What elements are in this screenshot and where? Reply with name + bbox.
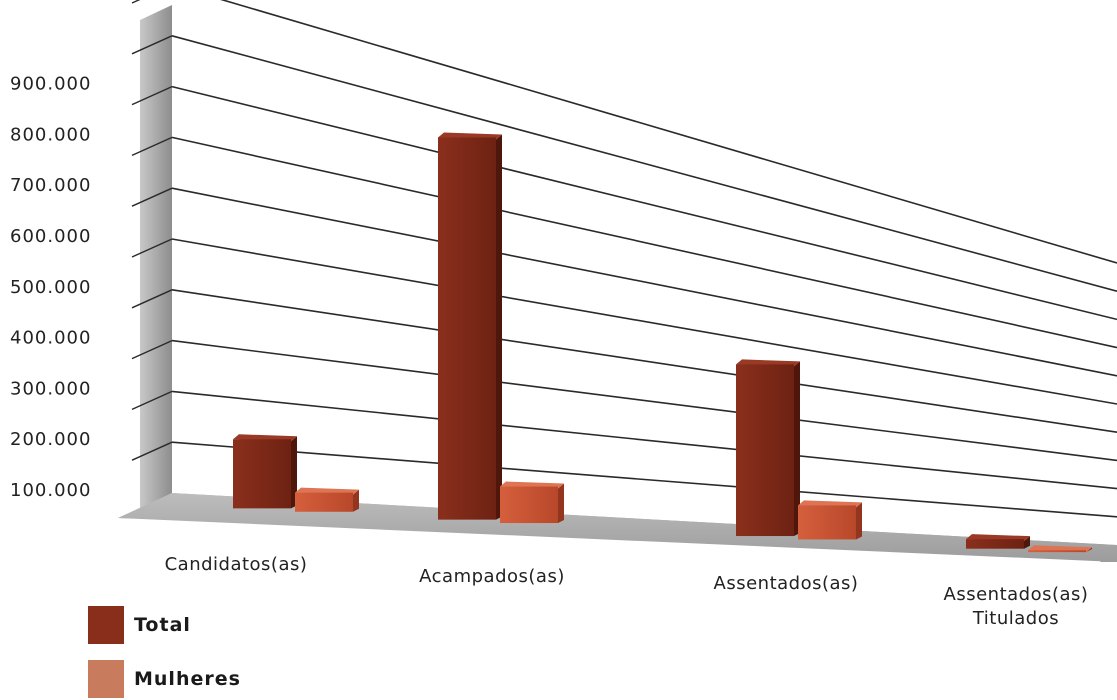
wall-gridline [131,339,173,360]
gridline [171,339,1117,462]
wall-gridline [131,136,173,157]
bar-mulheres-side [558,483,564,524]
bar-total-side [794,361,800,537]
x-category-label: Candidatos(as) [165,554,308,575]
gridlines [131,0,1117,518]
x-category-label: Assentados(as) Titulados [944,584,1089,629]
gridline [171,136,1117,349]
bar-mulheres [500,481,564,524]
wall-gridline [131,85,173,106]
y-tick-label: 900.000 [10,74,91,95]
wall-gridline [131,35,173,55]
bar-mulheres-front [500,486,558,524]
wall-gridline [131,187,173,207]
bar-total-side [1024,536,1030,549]
bar-total [736,359,800,537]
y-tick-label: 800.000 [10,124,91,145]
wall-gridline [131,441,173,461]
legend-item-total: Total [88,606,288,646]
bar-total-front [736,364,794,537]
x-category-labels: Candidatos(as) Acampados(as) Assentados(as… [165,554,1089,629]
gridline [171,238,1117,405]
wall-gridline [131,289,173,309]
legend-label-mulheres: Mulheres [134,668,241,690]
x-category-label-line: Acampados(as) [419,566,565,587]
legend-swatch-total [88,606,124,644]
bar-total [233,434,297,509]
gridline [171,187,1117,377]
gridline [171,85,1117,321]
y-tick-labels: 100.000 200.000 300.000 400.000 500.000 600.0… [10,74,91,501]
bar-mulheres-side [353,489,359,512]
bars [233,132,1092,553]
bar-mulheres [798,500,862,540]
bar-total [438,132,502,520]
y-tick-label: 700.000 [10,175,91,196]
gridline [220,0,1117,264]
y-tick-label: 300.000 [10,378,91,399]
y-tick-label: 600.000 [10,226,91,247]
x-category-label: Acampados(as) [419,566,565,587]
bar-mulheres-side [856,502,862,540]
chart-background [118,5,1117,562]
gridline [171,289,1117,433]
floor-plane [118,493,1117,562]
gridline [171,390,1117,490]
bar-mulheres [295,487,359,512]
x-category-label-line: Candidatos(as) [165,554,308,575]
gridline [171,35,1117,292]
left-wall [140,5,172,510]
bar-total-front [233,439,291,509]
legend-item-mulheres: Mulheres [88,660,288,700]
bar-mulheres-front [295,492,353,512]
bar-total-side [496,134,502,520]
x-category-label-line: Assentados(as) [714,573,859,594]
bar-mulheres [1028,545,1092,553]
wall-gridline [131,238,173,258]
bar-mulheres-front [798,505,856,540]
bar-total-front [438,137,496,520]
bar-total [966,534,1030,549]
gridline [171,441,1117,518]
wall-gridline [131,390,173,411]
y-tick-label: 200.000 [10,429,91,450]
x-category-label: Assentados(as) [714,573,859,594]
y-tick-label: 400.000 [10,328,91,349]
y-tick-label: 100.000 [10,480,91,501]
legend-swatch-mulheres [88,660,124,698]
wall-gridline [131,0,141,4]
bar-total-front [966,539,1024,549]
x-category-label-line: Assentados(as) [944,584,1089,605]
x-category-label-line: Titulados [972,608,1059,629]
bar-mulheres-front [1028,550,1086,553]
legend-label-total: Total [134,614,191,636]
y-tick-label: 500.000 [10,277,91,298]
bar-total-side [291,436,297,509]
